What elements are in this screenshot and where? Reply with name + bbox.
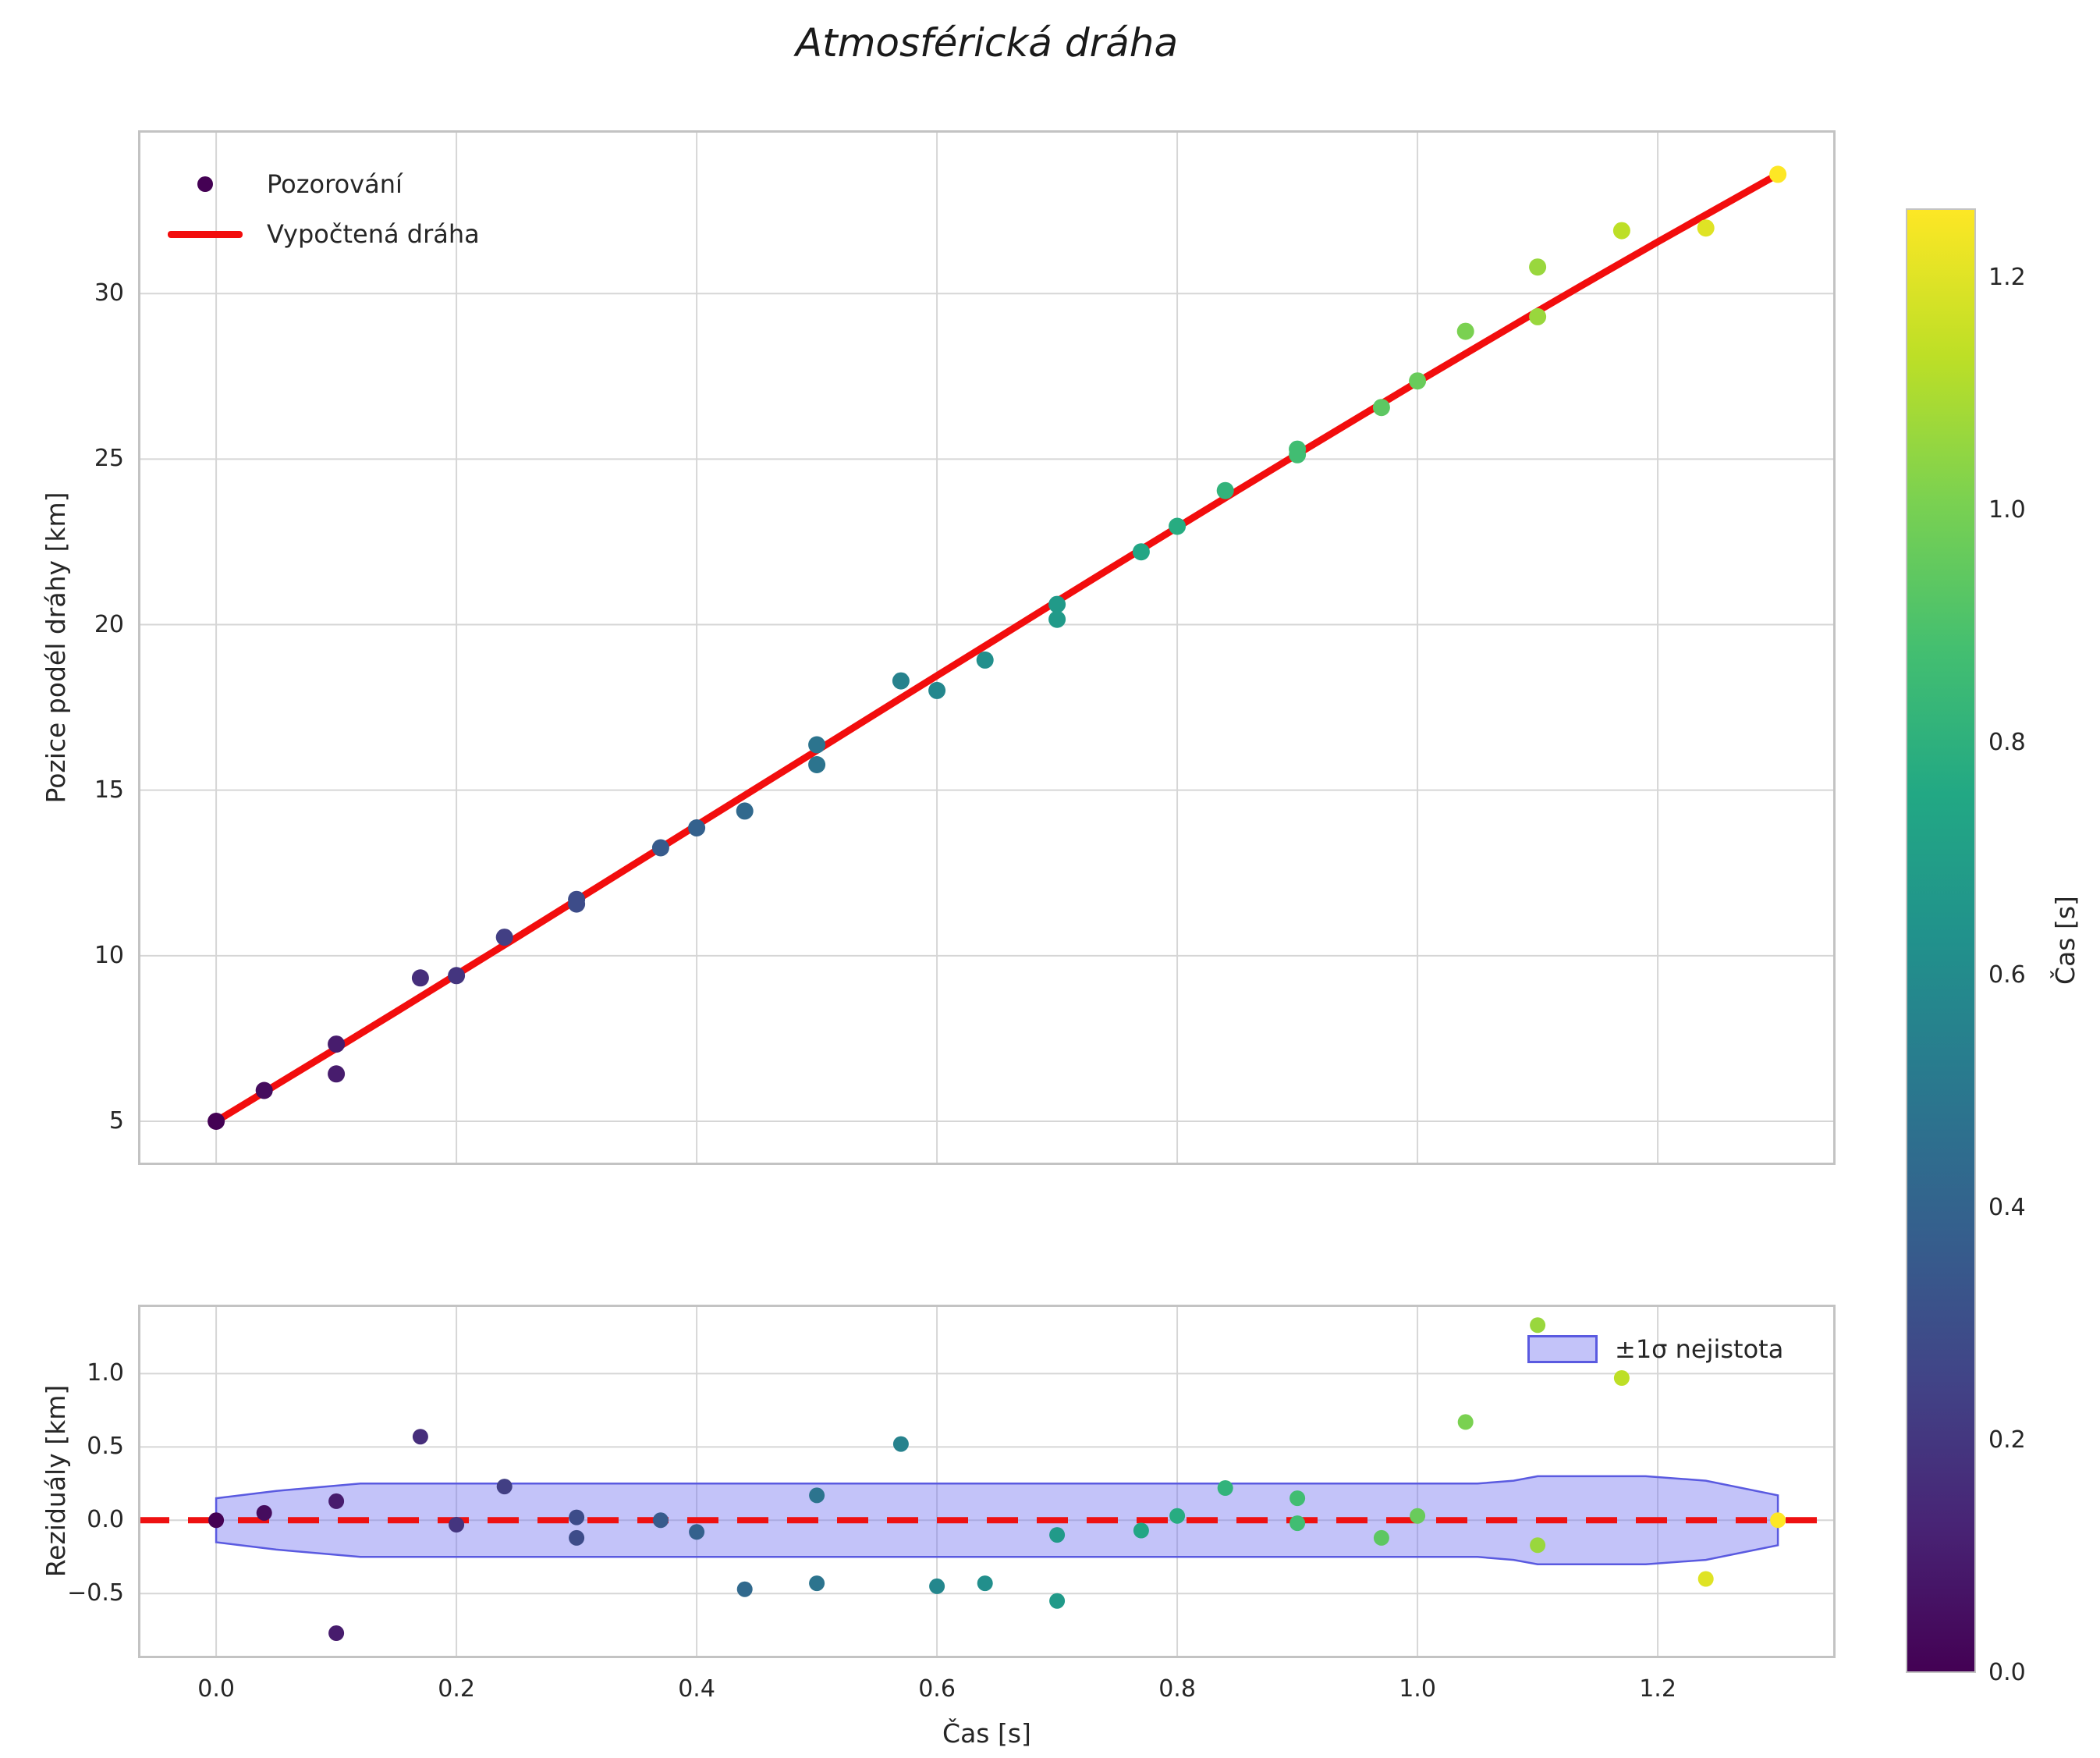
figure: Atmosférická dráha 51015202530−0.50.00.5… xyxy=(0,0,2100,1758)
residual-point xyxy=(1770,1512,1786,1528)
residual-point xyxy=(1698,1572,1714,1587)
colorbar-tick-label: 0.4 xyxy=(1988,1194,2082,1222)
colorbar-tick-label: 1.0 xyxy=(1988,496,2082,524)
band-patch-icon xyxy=(1527,1335,1598,1363)
residual-point xyxy=(1289,1515,1305,1531)
residual-point xyxy=(653,1512,669,1528)
residual-point xyxy=(257,1505,272,1521)
residual-point xyxy=(809,1575,825,1591)
main-y-tick-label: 10 xyxy=(7,942,124,970)
main-y-tick-label: 30 xyxy=(7,279,124,307)
residual-point xyxy=(1218,1480,1233,1496)
legend-band-label: ±1σ nejistota xyxy=(1615,1334,1783,1364)
x-axis-label: Čas [s] xyxy=(138,1718,1836,1749)
x-tick-label: 0.4 xyxy=(642,1675,751,1703)
colorbar-tick-label: 0.0 xyxy=(1988,1659,2082,1687)
observation-point xyxy=(1529,308,1546,325)
legend-item-fit: Vypočtená dráha xyxy=(160,212,480,256)
observation-point xyxy=(1769,165,1786,183)
observation-point xyxy=(928,682,945,699)
observation-point xyxy=(652,840,669,857)
scatter-marker-icon xyxy=(160,176,250,192)
residual-point xyxy=(977,1575,993,1591)
observation-point xyxy=(892,673,910,690)
observation-point xyxy=(1048,611,1066,628)
residual-point xyxy=(929,1579,945,1594)
x-tick-label: 1.0 xyxy=(1363,1675,1472,1703)
observation-point xyxy=(808,737,825,754)
residual-point xyxy=(328,1625,344,1641)
residual-point xyxy=(1530,1537,1545,1553)
residual-point xyxy=(328,1493,344,1509)
observation-point xyxy=(688,819,705,836)
chart-title: Atmosférická dráha xyxy=(138,20,1836,66)
residual-point xyxy=(1049,1593,1065,1609)
line-sample-icon xyxy=(160,231,250,238)
colorbar-label: Čas [s] xyxy=(2050,784,2081,1096)
colorbar-tick-label: 0.8 xyxy=(1988,729,2082,757)
residual-point xyxy=(569,1530,584,1546)
observation-point xyxy=(412,969,429,986)
observation-point xyxy=(1217,482,1234,499)
observation-point xyxy=(328,1035,345,1053)
main-plot-canvas xyxy=(138,130,1836,1165)
residual-point xyxy=(1289,1490,1305,1506)
observation-point xyxy=(208,1113,225,1130)
colorbar-tick-label: 1.2 xyxy=(1988,264,2082,292)
main-plot-area xyxy=(138,130,1836,1165)
legend-item-observations: Pozorování xyxy=(160,162,480,206)
residual-point xyxy=(1410,1508,1425,1524)
observation-point xyxy=(808,756,825,773)
observation-point xyxy=(568,896,585,913)
x-tick-label: 0.0 xyxy=(161,1675,271,1703)
main-y-tick-label: 25 xyxy=(7,445,124,473)
residual-point xyxy=(809,1487,825,1503)
main-y-tick-label: 5 xyxy=(7,1107,124,1135)
observation-point xyxy=(1409,372,1426,389)
x-tick-label: 1.2 xyxy=(1603,1675,1712,1703)
x-tick-label: 0.6 xyxy=(882,1675,991,1703)
residual-point xyxy=(737,1582,753,1597)
residual-point xyxy=(413,1429,428,1444)
observation-point xyxy=(1697,219,1715,236)
colorbar xyxy=(1906,208,1976,1673)
residual-point xyxy=(893,1437,909,1452)
x-tick-label: 0.8 xyxy=(1123,1675,1232,1703)
main-legend: Pozorování Vypočtená dráha xyxy=(160,162,480,256)
residual-legend: ±1σ nejistota xyxy=(1527,1334,1783,1364)
observation-point xyxy=(1133,543,1150,560)
residual-point xyxy=(689,1524,704,1540)
colorbar-tick-label: 0.2 xyxy=(1988,1426,2082,1454)
observation-point xyxy=(256,1082,273,1099)
observation-point xyxy=(1289,446,1306,463)
main-y-axis-label: Pozice podél dráhy [km] xyxy=(41,492,72,804)
observation-point xyxy=(496,929,513,946)
observation-point xyxy=(1048,596,1066,613)
residual-point xyxy=(1169,1508,1185,1524)
observation-point xyxy=(1373,399,1390,416)
observation-point xyxy=(977,652,994,669)
residual-point xyxy=(569,1510,584,1525)
observation-point xyxy=(1457,323,1474,340)
legend-fit-label: Vypočtená dráha xyxy=(267,219,480,249)
residual-point xyxy=(1374,1530,1389,1546)
residual-point xyxy=(1133,1523,1149,1539)
observation-point xyxy=(1169,518,1186,535)
observation-point xyxy=(448,967,465,984)
residual-point xyxy=(1530,1317,1545,1333)
observation-point xyxy=(1529,258,1546,275)
residual-point xyxy=(1049,1527,1065,1543)
observation-point xyxy=(736,802,754,819)
residual-point xyxy=(1614,1370,1630,1386)
observation-point xyxy=(1613,222,1630,240)
x-tick-label: 0.2 xyxy=(402,1675,511,1703)
residual-point xyxy=(497,1479,513,1494)
residual-y-axis-label: Reziduály [km] xyxy=(41,1325,72,1637)
residual-point xyxy=(1458,1414,1474,1429)
legend-observations-label: Pozorování xyxy=(267,169,403,199)
residual-point xyxy=(208,1512,224,1528)
observation-point xyxy=(328,1065,345,1082)
residual-point xyxy=(449,1517,464,1532)
